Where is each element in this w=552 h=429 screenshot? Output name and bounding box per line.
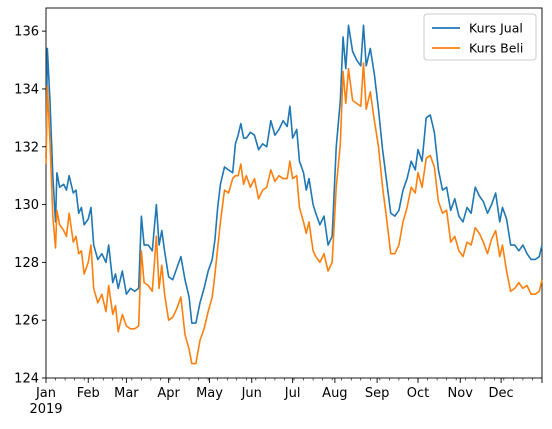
x-year-label: 2019 [29,402,62,417]
x-tick-label: Sep [365,386,390,401]
x-tick-label: Nov [448,386,474,401]
y-tick-label: 124 [14,372,39,387]
series-layer [45,24,543,365]
y-tick-label: 134 [14,82,39,97]
legend-label-kurs-beli: Kurs Beli [469,41,523,56]
x-tick-label: Aug [322,386,347,401]
x-tick-label: Oct [407,386,429,401]
y-tick-label: 128 [14,256,39,271]
legend-label-kurs-jual: Kurs Jual [469,21,523,36]
x-tick-label: Jul [284,386,301,401]
series-line-kurs-jual [45,24,543,324]
x-tick-label: Feb [77,386,100,401]
x-tick-label: Dec [489,386,514,401]
y-axis: 124 126 128 130 132 134 136 [14,25,46,387]
series-line-kurs-beli [45,62,543,365]
x-tick-label: Mar [114,386,139,401]
y-tick-label: 132 [14,140,39,155]
y-tick-label: 136 [14,25,39,40]
x-tick-label: May [196,386,223,401]
legend: Kurs Jual Kurs Beli [423,13,537,61]
x-tick-label: Jun [241,386,262,401]
y-tick-label: 130 [14,198,39,213]
x-tick-label: Jan [35,386,56,401]
y-tick-label: 126 [14,314,39,329]
x-tick-label: Apr [157,386,180,401]
x-axis: Jan Feb Mar Apr May Jun Jul Aug Sep Oct Nov Dec 2019 [29,378,543,417]
